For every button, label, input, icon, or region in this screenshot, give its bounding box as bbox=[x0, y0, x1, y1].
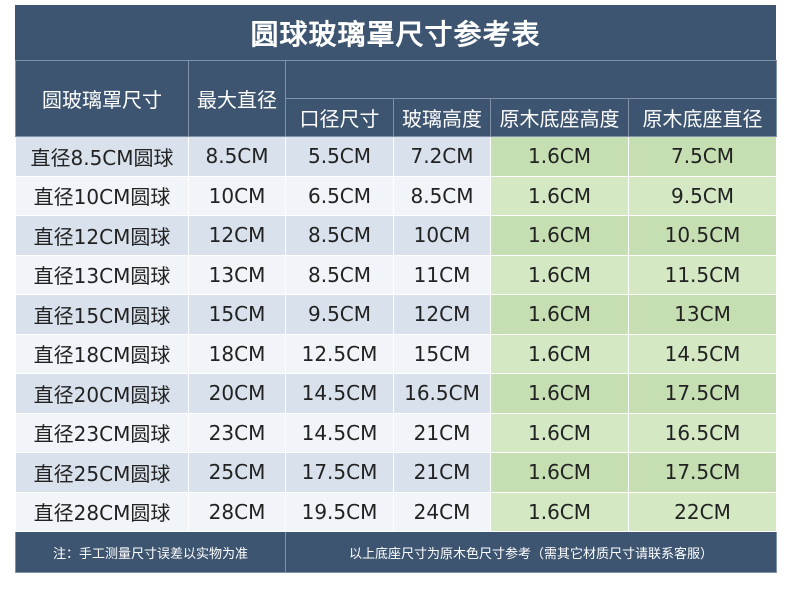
footer-note: 以上底座尺寸为原木色尺寸参考（需其它材质尺寸请联系客服） bbox=[285, 531, 777, 573]
table-cell: 17.5CM bbox=[628, 452, 777, 493]
table-cell: 20CM bbox=[188, 373, 286, 414]
table-cell: 8.5CM bbox=[285, 215, 394, 256]
table-cell: 11.5CM bbox=[628, 254, 777, 295]
table-cell: 直径13CM圆球 bbox=[15, 254, 189, 295]
header-row: 圆玻璃罩尺寸 最大直径 bbox=[15, 60, 777, 137]
table-cell: 13CM bbox=[188, 254, 286, 295]
table-cell: 1.6CM bbox=[490, 373, 629, 414]
footer-row: 注：手工测量尺寸误差以实物为准 以上底座尺寸为原木色尺寸参考（需其它材质尺寸请联系… bbox=[15, 531, 777, 573]
header-row: 口径尺寸 玻璃高度 原木底座高度 原木底座直径 bbox=[16, 98, 777, 137]
table-cell: 15CM bbox=[393, 333, 491, 374]
table-cell: 1.6CM bbox=[490, 175, 629, 216]
table-cell: 直径15CM圆球 bbox=[15, 294, 189, 335]
table-cell: 1.6CM bbox=[490, 294, 629, 335]
table-cell: 1.6CM bbox=[490, 452, 629, 493]
data-row: 直径10CM圆球 10CM 6.5CM 8.5CM 1.6CM 9.5CM bbox=[15, 175, 777, 216]
table-cell: 22CM bbox=[628, 491, 777, 532]
table-cell: 直径25CM圆球 bbox=[15, 452, 189, 493]
table-cell: 14.5CM bbox=[285, 373, 394, 414]
table-cell: 1.6CM bbox=[490, 333, 629, 374]
table-cell: 8.5CM bbox=[188, 136, 286, 177]
table-cell: 16.5CM bbox=[393, 373, 491, 414]
table-cell: 7.5CM bbox=[628, 136, 777, 177]
table-cell: 12CM bbox=[188, 215, 286, 256]
table-cell: 16.5CM bbox=[628, 412, 777, 453]
table-cell: 10.5CM bbox=[628, 215, 777, 256]
data-row: 直径28CM圆球 28CM 19.5CM 24CM 1.6CM 22CM bbox=[15, 491, 777, 532]
table-cell: 17.5CM bbox=[628, 373, 777, 414]
header-cell: 圆玻璃罩尺寸 bbox=[15, 60, 189, 137]
table-cell: 21CM bbox=[393, 452, 491, 493]
table-cell: 8.5CM bbox=[393, 175, 491, 216]
data-row: 直径18CM圆球 18CM 12.5CM 15CM 1.6CM 14.5CM bbox=[15, 333, 777, 374]
table-cell: 1.6CM bbox=[490, 491, 629, 532]
table-cell: 直径12CM圆球 bbox=[15, 215, 189, 256]
header-cell: 口径尺寸 bbox=[285, 98, 394, 137]
table-cell: 13CM bbox=[628, 294, 777, 335]
table-cell: 1.6CM bbox=[490, 254, 629, 295]
table-cell: 直径20CM圆球 bbox=[15, 373, 189, 414]
table-cell: 8.5CM bbox=[285, 254, 394, 295]
table-cell: 5.5CM bbox=[285, 136, 394, 177]
header-group-cell bbox=[285, 60, 777, 99]
table-cell: 14.5CM bbox=[628, 333, 777, 374]
data-row: 直径13CM圆球 13CM 8.5CM 11CM 1.6CM 11.5CM bbox=[15, 254, 777, 295]
data-row: 直径25CM圆球 25CM 17.5CM 21CM 1.6CM 17.5CM bbox=[15, 452, 777, 493]
size-table-card: 圆球玻璃罩尺寸参考表 圆玻璃罩尺寸 最大直径 口径尺寸 玻璃高度 原木底座高度 原木底座直… bbox=[15, 5, 777, 573]
table-title: 圆球玻璃罩尺寸参考表 bbox=[15, 5, 776, 60]
table-cell: 直径8.5CM圆球 bbox=[15, 136, 189, 177]
table-cell: 直径23CM圆球 bbox=[15, 412, 189, 453]
footer-note: 注：手工测量尺寸误差以实物为准 bbox=[15, 531, 286, 573]
table-cell: 24CM bbox=[393, 491, 491, 532]
table-cell: 25CM bbox=[188, 452, 286, 493]
table-cell: 7.2CM bbox=[393, 136, 491, 177]
table-cell: 21CM bbox=[393, 412, 491, 453]
table-cell: 直径28CM圆球 bbox=[15, 491, 189, 532]
table-cell: 直径18CM圆球 bbox=[15, 333, 189, 374]
table-cell: 19.5CM bbox=[285, 491, 394, 532]
table-cell: 10CM bbox=[188, 175, 286, 216]
table-cell: 直径10CM圆球 bbox=[15, 175, 189, 216]
data-row: 直径23CM圆球 23CM 14.5CM 21CM 1.6CM 16.5CM bbox=[15, 412, 777, 453]
header-cell: 最大直径 bbox=[188, 60, 286, 137]
table-cell: 9.5CM bbox=[285, 294, 394, 335]
table-cell: 11CM bbox=[393, 254, 491, 295]
table-cell: 9.5CM bbox=[628, 175, 777, 216]
data-row: 直径20CM圆球 20CM 14.5CM 16.5CM 1.6CM 17.5CM bbox=[15, 373, 777, 414]
size-table: 圆玻璃罩尺寸 最大直径 口径尺寸 玻璃高度 原木底座高度 原木底座直径 直径8.5CM圆球 8… bbox=[15, 60, 777, 573]
table-cell: 14.5CM bbox=[285, 412, 394, 453]
header-cell: 玻璃高度 bbox=[393, 98, 491, 137]
data-row: 直径8.5CM圆球 8.5CM 5.5CM 7.2CM 1.6CM 7.5CM bbox=[15, 136, 777, 177]
table-cell: 28CM bbox=[188, 491, 286, 532]
table-cell: 6.5CM bbox=[285, 175, 394, 216]
table-cell: 1.6CM bbox=[490, 136, 629, 177]
table-cell: 1.6CM bbox=[490, 215, 629, 256]
data-row: 直径15CM圆球 15CM 9.5CM 12CM 1.6CM 13CM bbox=[15, 294, 777, 335]
table-cell: 17.5CM bbox=[285, 452, 394, 493]
table-cell: 10CM bbox=[393, 215, 491, 256]
data-row: 直径12CM圆球 12CM 8.5CM 10CM 1.6CM 10.5CM bbox=[15, 215, 777, 256]
table-cell: 15CM bbox=[188, 294, 286, 335]
table-cell: 1.6CM bbox=[490, 412, 629, 453]
table-cell: 18CM bbox=[188, 333, 286, 374]
table-cell: 12.5CM bbox=[285, 333, 394, 374]
table-cell: 12CM bbox=[393, 294, 491, 335]
table-cell: 23CM bbox=[188, 412, 286, 453]
header-cell: 原木底座直径 bbox=[628, 98, 777, 137]
header-cell: 原木底座高度 bbox=[490, 98, 629, 137]
